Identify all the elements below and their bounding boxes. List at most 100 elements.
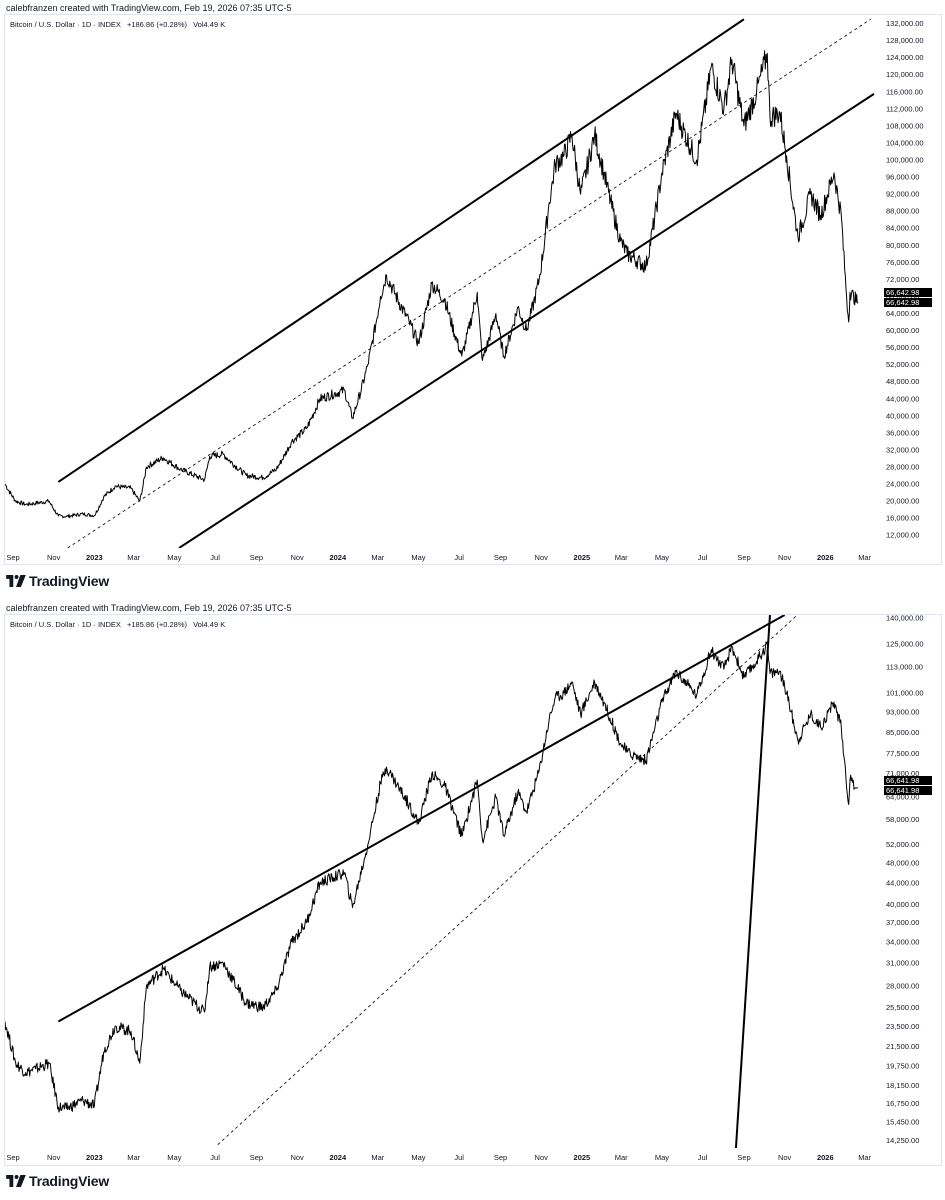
- price-axis-tick-label: 71,000.00: [886, 769, 919, 778]
- time-axis-tick-label: Sep: [737, 1153, 750, 1162]
- price-axis-tick-label: 14,250.00: [886, 1136, 919, 1145]
- price-axis-tick-label: 101,000.00: [886, 688, 924, 697]
- time-axis-tick-label: 2025: [574, 1153, 591, 1162]
- time-axis-tick-label: Sep: [6, 553, 19, 562]
- volume-label: Vol: [193, 620, 204, 629]
- price-series-line[interactable]: [5, 641, 859, 1113]
- trendline[interactable]: [57, 615, 786, 1023]
- time-axis-tick-label: Sep: [6, 1153, 19, 1162]
- price-axis-tick-label: 72,000.00: [886, 275, 919, 284]
- price-change: +185.86 (+0.28%): [126, 620, 187, 629]
- brand-name: TradingView: [29, 1173, 110, 1189]
- time-axis-tick-label: 2026: [817, 553, 834, 562]
- chart-panel-linear: calebfranzen created with TradingView.co…: [0, 0, 945, 600]
- chart-credit: calebfranzen created with TradingView.co…: [6, 603, 292, 613]
- price-axis-tick-label: 32,000.00: [886, 445, 919, 454]
- time-axis-tick-label: May: [411, 553, 425, 562]
- price-axis-tick-label: 125,000.00: [886, 640, 924, 649]
- dashed-trendline[interactable]: [217, 615, 798, 1146]
- time-axis-tick-label: Sep: [737, 553, 750, 562]
- svg-text:66,641.98: 66,641.98: [886, 776, 919, 785]
- price-axis-tick-label: 76,000.00: [886, 258, 919, 267]
- price-change: +186.86 (+0.28%): [126, 20, 187, 29]
- time-axis-tick-label: 2025: [574, 553, 591, 562]
- price-axis-tick-label: 132,000.00: [886, 19, 924, 28]
- price-axis-tick-label: 28,000.00: [886, 462, 919, 471]
- volume-label: Vol: [193, 20, 204, 29]
- price-axis-tick-label: 140,000.00: [886, 614, 924, 623]
- svg-text:66,642.98: 66,642.98: [886, 288, 919, 297]
- price-chart-svg[interactable]: 140,000.00 125,000.00 113,000.00 101,000.00…: [0, 600, 945, 1200]
- time-axis-tick-label: Mar: [858, 553, 871, 562]
- price-axis-tick-label: 77,500.00: [886, 749, 919, 758]
- price-axis-tick-label: 52,000.00: [886, 360, 919, 369]
- price-axis-tick-label: 120,000.00: [886, 70, 924, 79]
- chart-frame: [4, 614, 942, 1166]
- chart-panel-log: calebfranzen created with TradingView.co…: [0, 600, 945, 1200]
- price-axis-tick-label: 44,000.00: [886, 878, 919, 887]
- price-axis-tick-label: 23,500.00: [886, 1022, 919, 1031]
- price-axis-tick-label: 44,000.00: [886, 394, 919, 403]
- price-axis-tick-label: 93,000.00: [886, 707, 919, 716]
- time-axis-tick-label: Nov: [47, 1153, 61, 1162]
- time-axis-tick-label: Nov: [778, 553, 792, 562]
- trendline[interactable]: [178, 93, 875, 548]
- price-axis-tick-label: 56,000.00: [886, 343, 919, 352]
- price-axis-tick-label: 108,000.00: [886, 121, 924, 130]
- time-axis-tick-label: Mar: [615, 553, 628, 562]
- price-axis-tick-label: 58,000.00: [886, 815, 919, 824]
- time-axis-tick-label: 2024: [329, 1153, 347, 1162]
- price-axis-tick-label: 40,000.00: [886, 900, 919, 909]
- price-axis-tick-label: 16,000.00: [886, 514, 919, 523]
- price-axis-tick-label: 112,000.00: [886, 104, 923, 113]
- time-axis-tick-label: Nov: [290, 1153, 304, 1162]
- price-axis-tick-label: 37,000.00: [886, 918, 919, 927]
- tradingview-logo-icon: [6, 1175, 26, 1187]
- price-axis-tick-label: 31,000.00: [886, 958, 919, 967]
- time-axis-tick-label: Jul: [454, 1153, 464, 1162]
- plot-area: [5, 615, 859, 1148]
- volume-value: 4.49 K: [203, 20, 226, 29]
- tradingview-logo: TradingView: [6, 573, 109, 589]
- time-axis-tick-label: Sep: [494, 1153, 507, 1162]
- symbol-legend: Bitcoin / U.S. Dollar · 1D · INDEX +186.…: [10, 20, 229, 29]
- brand-name: TradingView: [29, 573, 110, 589]
- price-axis-tick-label: 128,000.00: [886, 36, 924, 45]
- price-series-line[interactable]: [5, 50, 859, 519]
- tradingview-logo-icon: [6, 575, 26, 587]
- price-axis-tick-label: 116,000.00: [886, 87, 923, 96]
- time-axis-tick-label: May: [411, 1153, 425, 1162]
- svg-text:66,642.98: 66,642.98: [886, 298, 919, 307]
- price-axis-tick-label: 100,000.00: [886, 155, 924, 164]
- dashed-trendline[interactable]: [67, 18, 871, 548]
- price-chart-svg[interactable]: 132,000.00 128,000.00 124,000.00 120,000.00…: [0, 0, 945, 600]
- price-axis-tick-label: 25,500.00: [886, 1003, 919, 1012]
- time-axis-tick-label: Nov: [47, 553, 61, 562]
- price-axis-tick-label: 18,150.00: [886, 1081, 919, 1090]
- price-axis-tick-label: 52,000.00: [886, 840, 919, 849]
- volume-value: 4.49 K: [203, 620, 226, 629]
- time-axis-tick-label: 2024: [329, 553, 347, 562]
- price-axis-tick-label: 64,000.00: [886, 309, 919, 318]
- last-price-tag: 66,641.98: [884, 786, 932, 795]
- price-axis-tick-label: 84,000.00: [886, 224, 919, 233]
- time-axis-tick-label: Sep: [250, 553, 263, 562]
- price-axis-tick-label: 64,000.00: [886, 793, 919, 802]
- price-axis-tick-label: 28,000.00: [886, 982, 919, 991]
- chart-frame: [4, 14, 942, 565]
- last-price-tag: 66,642.98: [884, 298, 932, 307]
- price-axis-tick-label: 21,500.00: [886, 1042, 919, 1051]
- time-axis-tick-label: May: [655, 553, 669, 562]
- plot-area: [5, 18, 875, 548]
- time-axis-tick-label: Nov: [778, 1153, 792, 1162]
- price-axis-tick-label: 48,000.00: [886, 858, 919, 867]
- price-axis-tick-label: 96,000.00: [886, 173, 919, 182]
- trendline[interactable]: [734, 615, 771, 1148]
- time-axis-tick-label: Mar: [127, 553, 140, 562]
- price-axis-tick-label: 24,000.00: [886, 480, 919, 489]
- trendline[interactable]: [57, 18, 745, 483]
- time-axis-tick-label: Jul: [210, 1153, 220, 1162]
- price-axis-tick-label: 113,000.00: [886, 663, 923, 672]
- symbol-title: Bitcoin / U.S. Dollar · 1D · INDEX: [10, 20, 121, 29]
- time-axis-tick-label: Mar: [858, 1153, 871, 1162]
